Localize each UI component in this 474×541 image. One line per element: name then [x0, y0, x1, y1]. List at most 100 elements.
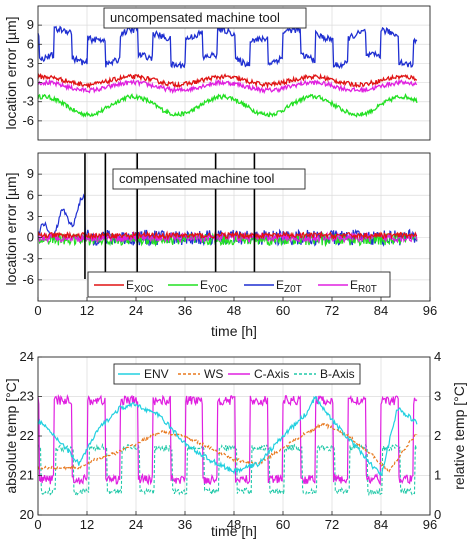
y-tick-right-label: 1 [434, 468, 441, 483]
y-tick-label: 6 [27, 36, 34, 51]
plot-frame-3 [37, 356, 431, 516]
y-tick-label: -6 [22, 113, 34, 128]
x-tick-label: 84 [374, 303, 388, 318]
svg-text:EY0C: EY0C [200, 278, 227, 295]
y-tick-label: 6 [27, 187, 34, 202]
x-tick-label: 36 [178, 303, 192, 318]
series-group-3 [37, 393, 418, 497]
legend-entry-c-axis: C-Axis [228, 367, 289, 381]
y-tick-right-label: 3 [434, 389, 441, 404]
legend-ws-label: WS [204, 367, 223, 381]
x-tick-label: 0 [34, 517, 41, 532]
x-tick-label: 24 [129, 517, 143, 532]
y-tick-label: 9 [27, 17, 34, 32]
x-tick-label: 12 [80, 303, 94, 318]
annotation-box-2: compensated machine tool [112, 168, 306, 190]
series-line-3 [37, 78, 418, 95]
legend-entry-b-axis: B-Axis [294, 367, 355, 381]
legend-entry-env: ENV [118, 367, 169, 381]
x-tick-label: 48 [227, 303, 241, 318]
legend-ex0c-base: E [126, 278, 134, 292]
series-line-ws [37, 422, 418, 473]
series-group-2 [37, 193, 418, 248]
y-axis-label-3: absolute temp [°C] [3, 378, 19, 493]
x-tick-label: 72 [325, 517, 339, 532]
y-tick-label: 0 [27, 75, 34, 90]
legend-env-label: ENV [144, 367, 169, 381]
plot-frame-2 [37, 152, 431, 302]
series-group-1 [37, 25, 418, 118]
x-tick-label: 12 [80, 517, 94, 532]
series-line-1 [37, 230, 418, 241]
y-tick-label: 9 [27, 166, 34, 181]
y-ticks-1: -6 -3 0 3 6 9 [22, 17, 42, 128]
series-line-c-axis [37, 393, 418, 486]
y-tick-label: -3 [22, 251, 34, 266]
legend-ey0c-sub: Y0C [208, 284, 227, 295]
x-tick-label: 24 [129, 303, 143, 318]
x-tick-label: 96 [423, 303, 437, 318]
svg-text:EZ0T: EZ0T [276, 278, 302, 295]
y-tick-right-label: 0 [434, 507, 441, 522]
legend-ey0c-base: E [200, 278, 208, 292]
legend-entry-ws: WS [178, 367, 223, 381]
svg-text:ER0T: ER0T [350, 278, 377, 295]
y-tick-right-label: 4 [434, 349, 441, 364]
y-tick-label: 23 [20, 389, 34, 404]
x-tick-label: 0 [34, 303, 41, 318]
x-tick-label: 60 [276, 303, 290, 318]
y-tick-label: 21 [20, 468, 34, 483]
series-line-2 [37, 231, 418, 248]
legend-c-axis-label: C-Axis [254, 367, 289, 381]
legend-er0t-base: E [350, 278, 358, 292]
series-line-1 [37, 72, 418, 90]
x-tick-label: 84 [374, 517, 388, 532]
y-axis-label-1: location error [µm] [3, 16, 19, 129]
y-tick-label: 22 [20, 428, 34, 443]
legend-3: ENV WS C-Axis B-Axis [113, 363, 361, 385]
y-tick-right-label: 2 [434, 428, 441, 443]
y-tick-label: 3 [27, 55, 34, 70]
legend-ez0t-sub: Z0T [284, 284, 302, 295]
x-ticks-3: 0 12 24 36 48 60 72 84 96 [34, 511, 437, 532]
series-line-b-axis [37, 442, 418, 497]
plot-frame-1 [37, 5, 431, 141]
y-ticks-right-3: 0 1 2 3 4 [434, 349, 441, 522]
annotation-text-2: compensated machine tool [119, 171, 274, 186]
x-tick-label: 36 [178, 517, 192, 532]
svg-text:EX0C: EX0C [126, 278, 153, 295]
y-tick-label: 3 [27, 208, 34, 223]
legend-ex0c-sub: X0C [134, 284, 153, 295]
annotation-text-1: uncompensated machine tool [110, 10, 280, 25]
y-tick-label: -6 [22, 272, 34, 287]
legend-ez0t-base: E [276, 278, 284, 292]
legend-entry-ey0c: EY0C [168, 278, 227, 295]
x-tick-label: 96 [423, 517, 437, 532]
legend-2: EX0C EY0C EZ0T ER0T [87, 271, 391, 298]
y-ticks-2: -6 -3 0 3 6 9 [22, 166, 42, 287]
y-tick-label: 0 [27, 230, 34, 245]
y-axis-label-right-3: relative temp [°C] [451, 382, 467, 490]
x-axis-label-3: time [h] [211, 523, 257, 539]
x-axis-label-2: time [h] [211, 323, 257, 339]
legend-entry-ez0t: EZ0T [244, 278, 302, 295]
y-tick-label: -3 [22, 94, 34, 109]
panel-uncompensated: -6 -3 0 3 6 9 uncompensated machine tool loca… [3, 5, 431, 141]
legend-er0t-sub: R0T [358, 284, 377, 295]
x-tick-label: 72 [325, 303, 339, 318]
series-line-2 [37, 92, 418, 118]
x-tick-label: 48 [227, 517, 241, 532]
y-tick-label: 24 [20, 349, 34, 364]
series-line-0 [37, 25, 418, 70]
annotation-box-1: uncompensated machine tool [103, 7, 307, 29]
x-ticks-2: 0 12 24 36 48 60 72 84 96 [34, 297, 437, 318]
y-axis-label-2: location error [µm] [3, 172, 19, 285]
legend-b-axis-label: B-Axis [320, 367, 355, 381]
legend-entry-ex0c: EX0C [94, 278, 153, 295]
x-tick-label: 60 [276, 517, 290, 532]
legend-entry-er0t: ER0T [318, 278, 377, 295]
y-tick-label: 20 [20, 507, 34, 522]
